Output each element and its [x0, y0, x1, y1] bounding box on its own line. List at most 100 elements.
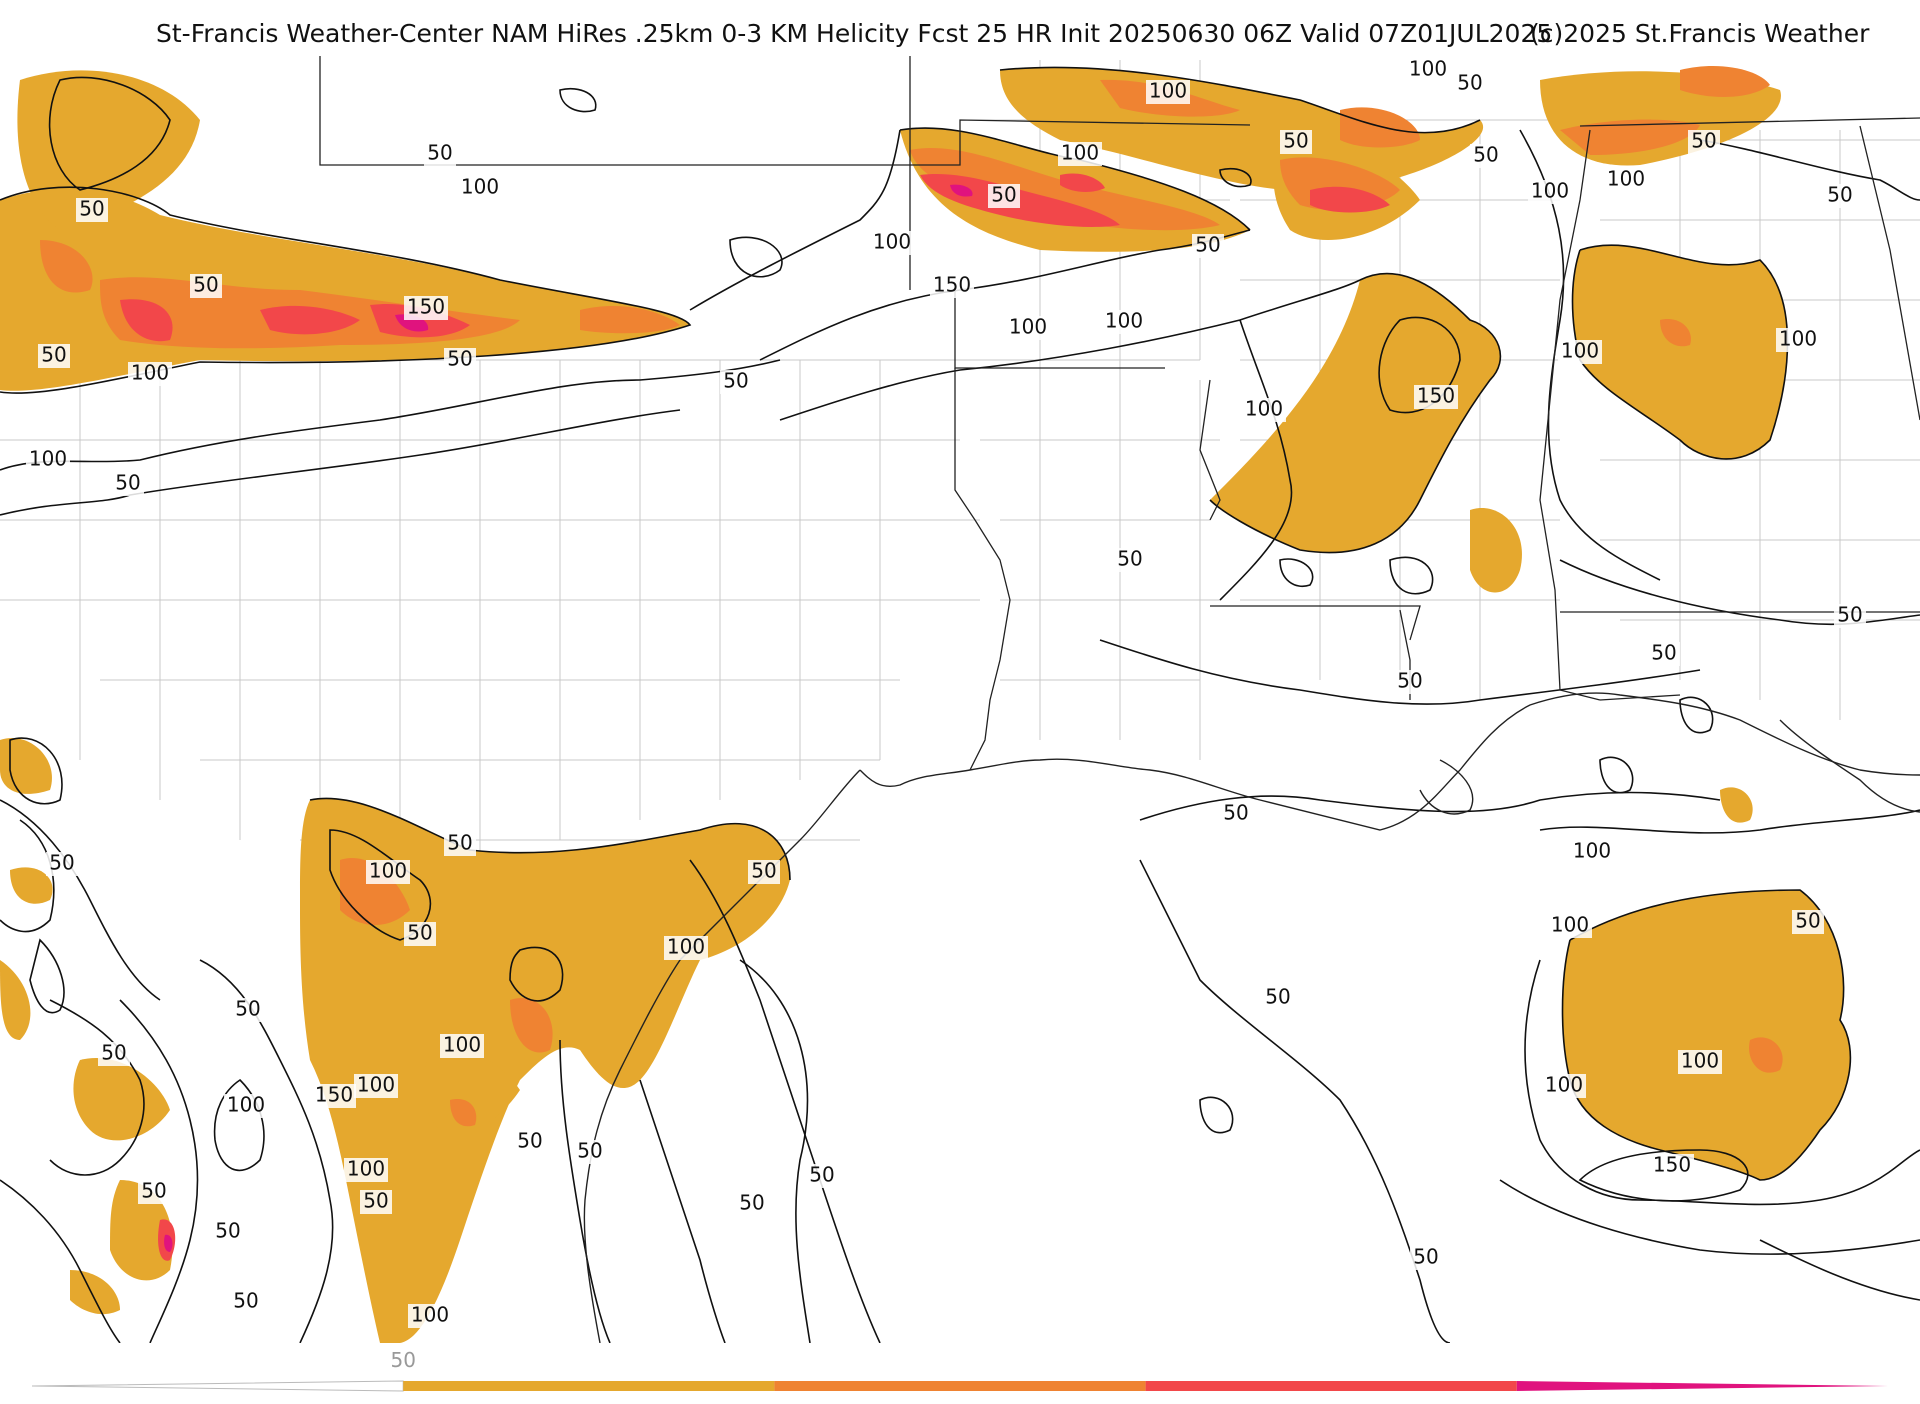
- contour-label: 50: [1691, 129, 1716, 153]
- contour-label: 50: [1195, 233, 1220, 257]
- contour-label-halo: [748, 860, 780, 884]
- contour-label-halo: [1648, 642, 1680, 666]
- contour-label: 150: [1653, 1153, 1691, 1177]
- contour-label: 100: [411, 1303, 449, 1327]
- contour-label: 50: [517, 1129, 542, 1153]
- contour-label: 100: [1561, 339, 1599, 363]
- contour-label: 50: [407, 921, 432, 945]
- contour-label-halo: [806, 1164, 838, 1188]
- contour-label: 100: [873, 230, 911, 254]
- contour-label: 50: [49, 851, 74, 875]
- contour-label-halo: [354, 1074, 398, 1098]
- contour-label: 50: [1837, 603, 1862, 627]
- contour-label: 100: [347, 1157, 385, 1181]
- contour-label-halo: [1406, 58, 1450, 82]
- contour-label: 50: [363, 1189, 388, 1213]
- contour-label-halo: [26, 448, 70, 472]
- map-title-bar: St-Francis Weather-Center NAM HiRes .25k…: [0, 14, 1920, 54]
- contour-label-halo: [1410, 1246, 1442, 1270]
- contour-label: 100: [1009, 315, 1047, 339]
- contour-label: 50: [79, 197, 104, 221]
- contour-label-halo: [1220, 802, 1252, 826]
- contour-label: 50: [115, 471, 140, 495]
- contour-label: 50: [1265, 985, 1290, 1009]
- colorbar-graphic: 50: [31, 1348, 1888, 1392]
- contour-label: 50: [739, 1191, 764, 1215]
- contour-label: 50: [1223, 801, 1248, 825]
- contour-label: 100: [1531, 179, 1569, 203]
- contour-label-halo: [112, 472, 144, 496]
- colorbar-bin: [1145, 1381, 1517, 1391]
- contour-label-halo: [1834, 604, 1866, 628]
- map-frame: 50 100 50 50 150 50 50 100 100 50 50 100 150 100 100 10…: [0, 56, 1920, 1343]
- contour-label-halo: [1528, 180, 1572, 204]
- contour-label-halo: [408, 1304, 452, 1328]
- contour-label: 50: [235, 997, 260, 1021]
- contour-label: 50: [1457, 71, 1482, 95]
- contour-label: 50: [991, 183, 1016, 207]
- contour-label-halo: [1242, 398, 1286, 422]
- contour-label: 50: [427, 141, 452, 165]
- contour-label: 50: [1795, 909, 1820, 933]
- contour-label: 50: [101, 1041, 126, 1065]
- contour-label-halo: [212, 1220, 244, 1244]
- contour-label: 50: [1283, 129, 1308, 153]
- contour-label: 50: [809, 1163, 834, 1187]
- contour-label-halo: [128, 362, 172, 386]
- contour-label-halo: [1394, 670, 1426, 694]
- contour-label: 50: [447, 831, 472, 855]
- contour-label-halo: [458, 176, 502, 200]
- contour-label-halo: [870, 231, 914, 255]
- colorbar-bin: [1516, 1381, 1888, 1391]
- contour-label-halo: [190, 274, 222, 298]
- contour-label-halo: [1548, 914, 1592, 938]
- colorbar-bin: [403, 1381, 775, 1391]
- contour-label: 50: [1117, 547, 1142, 571]
- map-title: St-Francis Weather-Center NAM HiRes .25k…: [156, 19, 1553, 48]
- coastline: [583, 692, 1920, 1343]
- contour-label-halo: [1470, 144, 1502, 168]
- contour-label: 50: [1651, 641, 1676, 665]
- contour-label-halo: [230, 1290, 262, 1314]
- colorbar-tick-label: 50: [390, 1348, 415, 1372]
- contour-label-halo: [1280, 130, 1312, 154]
- contour-label: 50: [723, 369, 748, 393]
- contour-label: 50: [215, 1219, 240, 1243]
- contour-label: 150: [315, 1083, 353, 1107]
- contour-label-halo: [424, 142, 456, 166]
- contour-label: 150: [933, 273, 971, 297]
- contour-label: 50: [1473, 143, 1498, 167]
- contour-label: 50: [1827, 183, 1852, 207]
- helicity-colorbar: 50: [0, 1343, 1920, 1400]
- contour-label: 100: [1061, 141, 1099, 165]
- contour-label-halo: [1146, 80, 1190, 104]
- contour-label-halo: [224, 1094, 268, 1118]
- contour-label-halo: [1776, 328, 1820, 352]
- contour-label: 100: [1551, 913, 1589, 937]
- contour-label: 100: [667, 935, 705, 959]
- contour-label: 100: [227, 1093, 265, 1117]
- contour-label: 50: [577, 1139, 602, 1163]
- contour-label: 50: [447, 347, 472, 371]
- contour-label-halo: [440, 1034, 484, 1058]
- contour-label-halo: [312, 1084, 356, 1108]
- contour-label-halo: [1542, 1074, 1586, 1098]
- contour-label-halo: [1262, 986, 1294, 1010]
- contour-label: 50: [141, 1179, 166, 1203]
- contour-label-halo: [1102, 310, 1146, 334]
- contour-label-halo: [404, 296, 448, 320]
- contour-label: 50: [193, 273, 218, 297]
- contour-label-halo: [1824, 184, 1856, 208]
- contour-label: 100: [1409, 57, 1447, 81]
- contour-label: 50: [233, 1289, 258, 1313]
- contour-label: 100: [369, 859, 407, 883]
- contour-label-halo: [736, 1192, 768, 1216]
- contour-label: 100: [1573, 839, 1611, 863]
- contour-label: 100: [1149, 79, 1187, 103]
- contour-label-halo: [360, 1190, 392, 1214]
- contour-label-halo: [988, 184, 1020, 208]
- colorbar-bin: [31, 1380, 404, 1392]
- contour-label-halo: [1454, 72, 1486, 96]
- contour-label-halo: [1604, 168, 1648, 192]
- contour-label-halo: [1058, 142, 1102, 166]
